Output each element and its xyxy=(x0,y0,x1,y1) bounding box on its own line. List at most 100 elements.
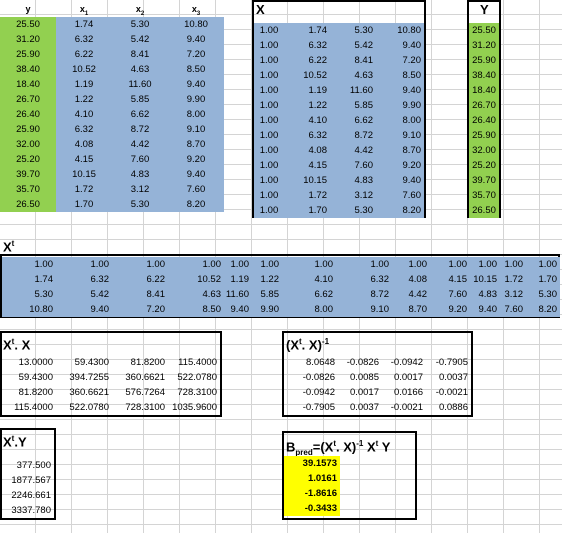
bpred-cell[interactable]: -0.3433 xyxy=(284,501,340,516)
x-matrix-cell[interactable]: 1.00 xyxy=(254,53,284,68)
x-matrix-cell[interactable]: 4.08 xyxy=(284,143,330,158)
x-matrix-cell[interactable]: 1.00 xyxy=(254,173,284,188)
cell-y[interactable]: 26.70 xyxy=(0,92,56,107)
cell-x2[interactable]: 5.42 xyxy=(112,32,168,47)
xt-matrix-cell[interactable]: 4.83 xyxy=(470,287,500,302)
cell-x2[interactable]: 8.41 xyxy=(112,47,168,62)
cell-y[interactable]: 26.50 xyxy=(0,197,56,212)
xt-matrix-cell[interactable]: 1.00 xyxy=(336,257,392,272)
x-matrix-cell[interactable]: 6.22 xyxy=(284,53,330,68)
xt-matrix-cell[interactable]: 5.42 xyxy=(56,287,112,302)
xtx-inv-cell[interactable]: -0.0021 xyxy=(435,387,468,398)
xt-matrix-cell[interactable]: 1.00 xyxy=(500,257,526,272)
xtx-inv-cell[interactable]: 0.0037 xyxy=(349,402,379,413)
x-matrix-cell[interactable]: 4.15 xyxy=(284,158,330,173)
xt-matrix-cell[interactable]: 6.22 xyxy=(112,272,168,287)
cell-x2[interactable]: 11.60 xyxy=(112,77,168,92)
bpred-cell[interactable]: 1.0161 xyxy=(284,471,340,486)
cell-x1[interactable]: 1.22 xyxy=(56,92,112,107)
xtx-inv-cell[interactable]: 8.0648 xyxy=(305,357,335,368)
xt-matrix-cell[interactable]: 10.15 xyxy=(470,272,500,287)
cell-y[interactable]: 25.20 xyxy=(0,152,56,167)
xtx-cell[interactable]: 115.4000 xyxy=(14,402,53,413)
y-vector-cell[interactable]: 32.00 xyxy=(469,143,499,158)
xt-matrix-cell[interactable]: 5.30 xyxy=(526,287,560,302)
cell-y[interactable]: 38.40 xyxy=(0,62,56,77)
xt-matrix-cell[interactable]: 8.20 xyxy=(526,302,560,317)
x-matrix-cell[interactable]: 6.32 xyxy=(284,38,330,53)
xt-matrix-cell[interactable]: 1.00 xyxy=(112,257,168,272)
xtx-cell[interactable]: 728.3100 xyxy=(177,387,217,398)
y-vector-cell[interactable]: 26.70 xyxy=(469,98,499,113)
y-vector-cell[interactable]: 31.20 xyxy=(469,38,499,53)
cell-x2[interactable]: 3.12 xyxy=(112,182,168,197)
xt-matrix-cell[interactable]: 4.15 xyxy=(430,272,470,287)
xt-matrix-cell[interactable]: 9.90 xyxy=(252,302,282,317)
xt-matrix-cell[interactable]: 1.00 xyxy=(526,257,560,272)
cell-x1[interactable]: 1.70 xyxy=(56,197,112,212)
xt-matrix-cell[interactable]: 7.60 xyxy=(430,287,470,302)
x-matrix-cell[interactable]: 3.12 xyxy=(330,188,376,203)
xtx-inv-cell[interactable]: 0.0017 xyxy=(393,372,423,383)
x-matrix-cell[interactable]: 1.00 xyxy=(254,113,284,128)
cell-x3[interactable]: 8.20 xyxy=(168,197,224,212)
x-matrix-cell[interactable]: 5.30 xyxy=(330,23,376,38)
cell-x3[interactable]: 7.60 xyxy=(168,182,224,197)
xtx-cell[interactable]: 13.0000 xyxy=(18,357,53,368)
cell-x1[interactable]: 1.19 xyxy=(56,77,112,92)
xt-matrix-cell[interactable]: 10.52 xyxy=(168,272,224,287)
x-matrix-cell[interactable]: 1.22 xyxy=(284,98,330,113)
xtx-inv-cell[interactable]: -0.7905 xyxy=(435,357,468,368)
x-matrix-cell[interactable]: 1.70 xyxy=(284,203,330,218)
xt-matrix-cell[interactable]: 3.12 xyxy=(500,287,526,302)
xtx-cell[interactable]: 59.4300 xyxy=(74,357,109,368)
xt-matrix-cell[interactable]: 1.00 xyxy=(430,257,470,272)
xt-matrix-cell[interactable]: 1.00 xyxy=(252,257,282,272)
x-matrix-cell[interactable]: 1.00 xyxy=(254,143,284,158)
xt-matrix-cell[interactable]: 1.19 xyxy=(224,272,252,287)
cell-x2[interactable]: 5.30 xyxy=(112,197,168,212)
cell-x3[interactable]: 9.40 xyxy=(168,77,224,92)
cell-y[interactable]: 39.70 xyxy=(0,167,56,182)
cell-x1[interactable]: 6.32 xyxy=(56,32,112,47)
xt-matrix-cell[interactable]: 9.20 xyxy=(430,302,470,317)
xtx-inv-cell[interactable]: 0.0166 xyxy=(393,387,423,398)
xt-matrix-cell[interactable]: 6.32 xyxy=(336,272,392,287)
x-matrix-cell[interactable]: 10.15 xyxy=(284,173,330,188)
x-matrix-cell[interactable]: 10.80 xyxy=(376,23,424,38)
x-matrix-cell[interactable]: 1.00 xyxy=(254,203,284,218)
cell-y[interactable]: 25.90 xyxy=(0,47,56,62)
xt-matrix-cell[interactable]: 6.32 xyxy=(56,272,112,287)
xt-matrix-cell[interactable]: 1.00 xyxy=(56,257,112,272)
cell-x3[interactable]: 9.20 xyxy=(168,152,224,167)
cell-x2[interactable]: 5.85 xyxy=(112,92,168,107)
xtx-inv-cell[interactable]: -0.7905 xyxy=(302,402,335,413)
xtx-cell[interactable]: 59.4300 xyxy=(18,372,53,383)
xt-matrix-cell[interactable]: 1.00 xyxy=(2,257,56,272)
cell-y[interactable]: 18.40 xyxy=(0,77,56,92)
xtx-inv-cell[interactable]: -0.0942 xyxy=(390,357,423,368)
xtx-cell[interactable]: 394.7255 xyxy=(69,372,109,383)
x-matrix-cell[interactable]: 9.40 xyxy=(376,173,424,188)
y-vector-cell[interactable]: 18.40 xyxy=(469,83,499,98)
xtx-cell[interactable]: 522.0780 xyxy=(69,402,109,413)
xt-matrix-cell[interactable]: 1.00 xyxy=(470,257,500,272)
cell-x2[interactable]: 4.83 xyxy=(112,167,168,182)
x-matrix-cell[interactable]: 8.41 xyxy=(330,53,376,68)
xtx-cell[interactable]: 728.3100 xyxy=(125,402,165,413)
cell-x1[interactable]: 4.08 xyxy=(56,137,112,152)
xtx-inv-cell[interactable]: 0.0886 xyxy=(438,402,468,413)
x-matrix-cell[interactable]: 9.20 xyxy=(376,158,424,173)
bpred-cell[interactable]: 39.1573 xyxy=(284,456,340,471)
x-matrix-cell[interactable]: 1.00 xyxy=(254,23,284,38)
x-matrix-cell[interactable]: 8.20 xyxy=(376,203,424,218)
xt-matrix-cell[interactable]: 11.60 xyxy=(224,287,252,302)
xt-matrix-cell[interactable]: 7.20 xyxy=(112,302,168,317)
xty-cell[interactable]: 377.500 xyxy=(16,460,51,471)
xty-cell[interactable]: 2246.661 xyxy=(11,490,51,501)
xtx-inv-cell[interactable]: -0.0826 xyxy=(302,372,335,383)
cell-x1[interactable]: 10.15 xyxy=(56,167,112,182)
x-matrix-cell[interactable]: 9.40 xyxy=(376,83,424,98)
xty-cell[interactable]: 3337.780 xyxy=(11,505,51,516)
